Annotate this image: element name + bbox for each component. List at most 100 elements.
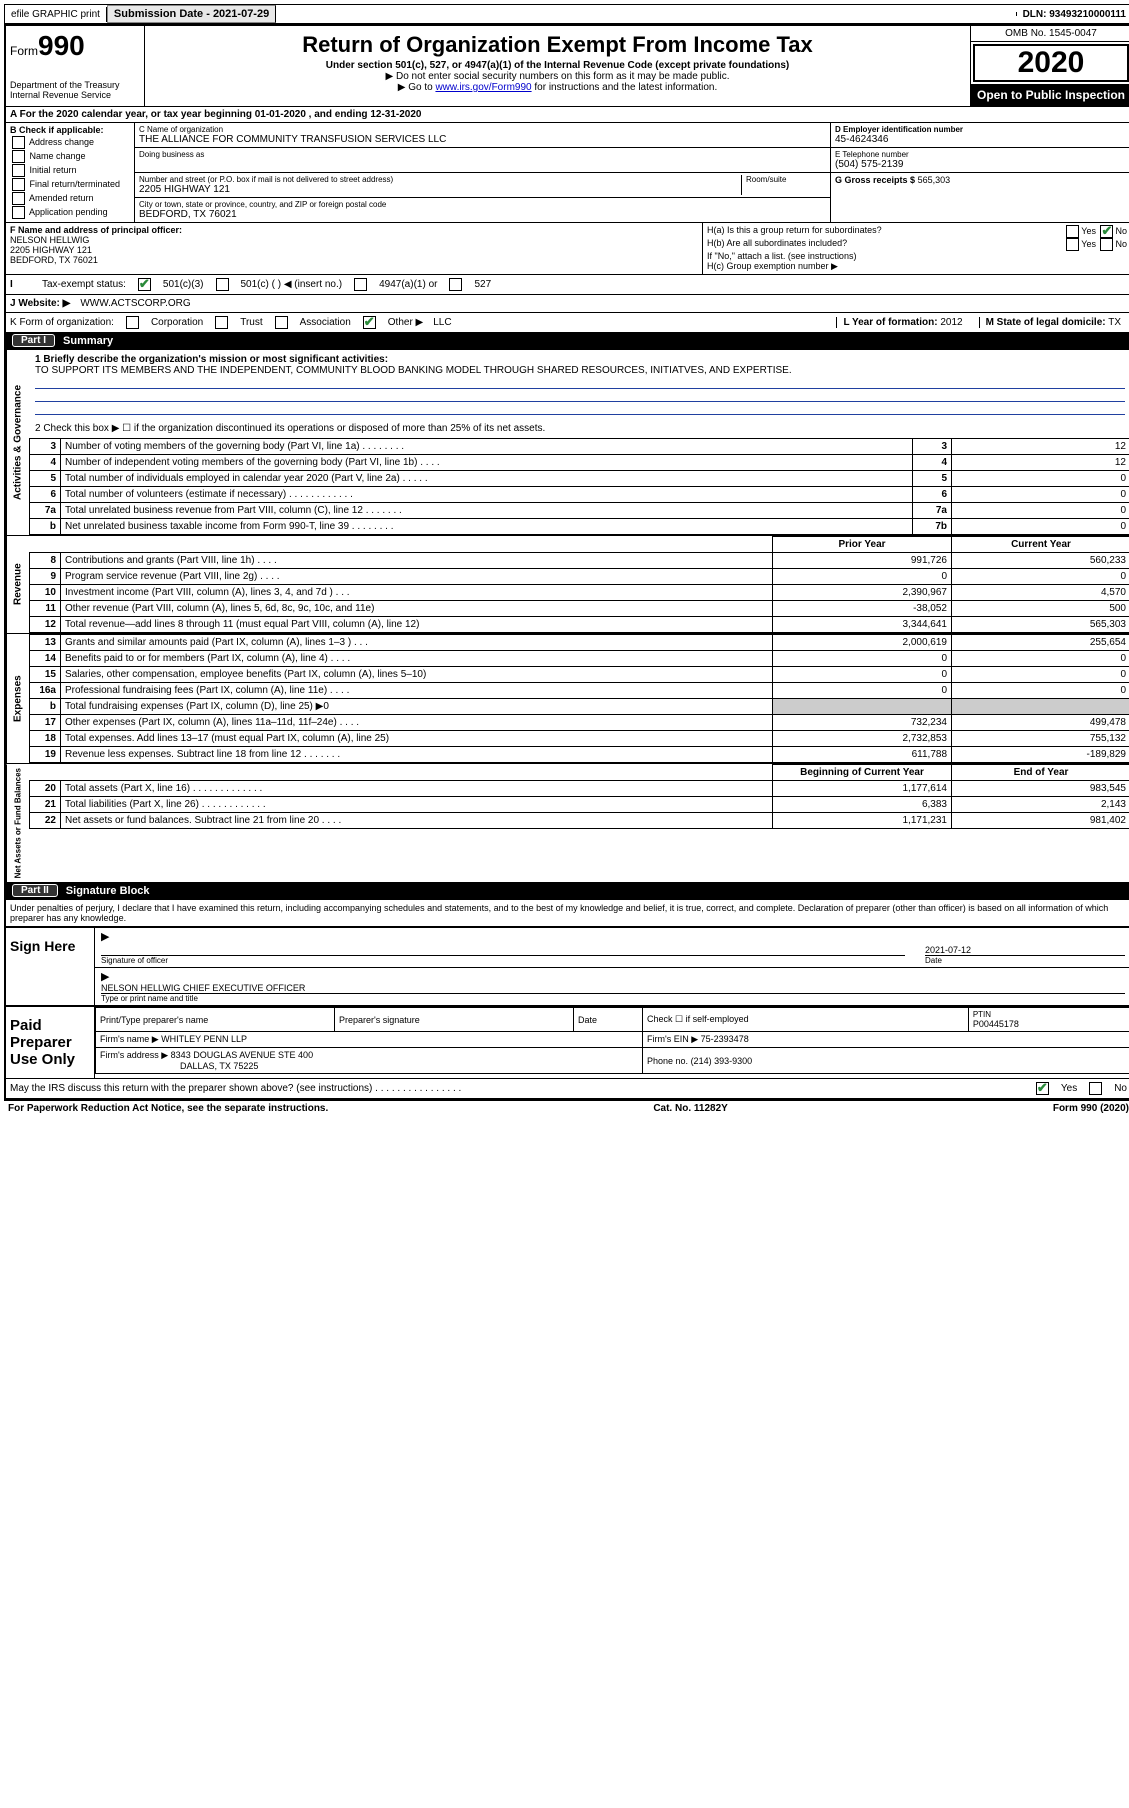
firm-name: WHITLEY PENN LLP [161,1034,247,1044]
top-bar: efile GRAPHIC print Submission Date - 20… [4,4,1129,24]
table-row: 10Investment income (Part VIII, column (… [30,585,1129,601]
telephone: (504) 575-2139 [835,159,1127,170]
dln-label: DLN: 93493210000111 [1017,7,1129,22]
table-net-assets: Beginning of Current YearEnd of Year 20T… [29,764,1129,829]
dept-label: Department of the Treasury Internal Reve… [10,80,140,100]
cb-amended-return[interactable]: Amended return [10,192,130,205]
form-header: Form990 Department of the Treasury Inter… [6,26,1129,106]
officer-name: NELSON HELLWIG [10,235,698,245]
table-row: 22Net assets or fund balances. Subtract … [30,813,1129,829]
table-row: bTotal fundraising expenses (Part IX, co… [30,699,1129,715]
footer-mid: Cat. No. 11282Y [653,1103,727,1114]
line2: 2 Check this box ▶ ☐ if the organization… [29,419,1129,438]
cb-discuss-no[interactable] [1089,1082,1102,1095]
efile-label[interactable]: efile GRAPHIC print [5,7,107,22]
mission-block: 1 Briefly describe the organization's mi… [29,350,1129,419]
part1-expenses: Expenses 13Grants and similar amounts pa… [6,633,1129,763]
cb-name-change[interactable]: Name change [10,150,130,163]
firm-phone: (214) 393-9300 [691,1056,753,1066]
cb-hb-no[interactable] [1100,238,1113,251]
table-row: 14Benefits paid to or for members (Part … [30,651,1129,667]
box-d-e-g: D Employer identification number 45-4624… [831,123,1129,222]
row-j-website: J Website: ▶ WWW.ACTSCORP.ORG [6,294,1129,312]
table-revenue: Prior YearCurrent Year 8Contributions an… [29,536,1129,633]
table-row: 9Program service revenue (Part VIII, lin… [30,569,1129,585]
preparer-table: Print/Type preparer's name Preparer's si… [95,1007,1129,1074]
row-k-l-m: K Form of organization: Corporation Trus… [6,312,1129,332]
side-activities-governance: Activities & Governance [6,350,29,535]
cb-ha-yes[interactable] [1066,225,1079,238]
form-container: Form990 Department of the Treasury Inter… [4,24,1129,1100]
table-row: 11Other revenue (Part VIII, column (A), … [30,601,1129,617]
irs-link[interactable]: www.irs.gov/Form990 [435,82,531,93]
paid-preparer-block: Paid Preparer Use Only Print/Type prepar… [6,1005,1129,1078]
other-form: LLC [433,317,451,328]
cb-self-employed[interactable]: Check ☐ if self-employed [643,1008,969,1032]
table-row: 6Total number of volunteers (estimate if… [30,487,1129,503]
header-left: Form990 Department of the Treasury Inter… [6,26,145,106]
cb-527[interactable] [449,278,462,291]
table-row: 19Revenue less expenses. Subtract line 1… [30,747,1129,763]
table-row: 18Total expenses. Add lines 13–17 (must … [30,731,1129,747]
part1-header: Part I Summary [6,332,1129,349]
cb-corp[interactable] [126,316,139,329]
cb-assoc[interactable] [275,316,288,329]
part1-activities-gov: Activities & Governance 1 Briefly descri… [6,349,1129,535]
row-a-tax-year: A For the 2020 calendar year, or tax yea… [6,106,1129,122]
form-title: Return of Organization Exempt From Incom… [153,32,962,58]
year-formation: 2012 [940,317,962,328]
firm-address: 8343 DOUGLAS AVENUE STE 400 [171,1050,313,1060]
cb-final-return[interactable]: Final return/terminated [10,178,130,191]
cb-other[interactable] [363,316,376,329]
part1-net-assets: Net Assets or Fund Balances Beginning of… [6,763,1129,882]
cb-discuss-yes[interactable] [1036,1082,1049,1095]
table-row: 21Total liabilities (Part X, line 26) . … [30,797,1129,813]
sign-date: 2021-07-12 [925,945,1125,955]
sign-here-block: Sign Here Signature of officer 2021-07-1… [6,926,1129,1005]
box-h: H(a) Is this a group return for subordin… [703,223,1129,274]
paid-preparer-label: Paid Preparer Use Only [6,1007,95,1078]
section-b-to-g: B Check if applicable: Address change Na… [6,122,1129,222]
cb-hb-yes[interactable] [1066,238,1079,251]
table-activities-gov: 3Number of voting members of the governi… [29,438,1129,535]
box-f: F Name and address of principal officer:… [6,223,703,274]
section-f-h: F Name and address of principal officer:… [6,222,1129,274]
firm-ein: 75-2393478 [701,1034,749,1044]
tax-year: 2020 [973,44,1129,82]
box-c: C Name of organization THE ALLIANCE FOR … [135,123,831,222]
table-row: 3Number of voting members of the governi… [30,439,1129,455]
cb-trust[interactable] [215,316,228,329]
gross-receipts: 565,303 [918,175,951,185]
row-i-tax-status: I Tax-exempt status: 501(c)(3) 501(c) ( … [6,274,1129,294]
table-row: 7aTotal unrelated business revenue from … [30,503,1129,519]
penalty-statement: Under penalties of perjury, I declare th… [6,899,1129,926]
cb-application-pending[interactable]: Application pending [10,206,130,219]
header-mid: Return of Organization Exempt From Incom… [145,26,971,106]
table-row: 4Number of independent voting members of… [30,455,1129,471]
org-name: THE ALLIANCE FOR COMMUNITY TRANSFUSION S… [139,134,826,145]
table-row: 5Total number of individuals employed in… [30,471,1129,487]
footer-left: For Paperwork Reduction Act Notice, see … [8,1103,328,1114]
ptin: P00445178 [973,1019,1126,1029]
submission-date-button[interactable]: Submission Date - 2021-07-29 [107,5,276,23]
side-revenue: Revenue [6,536,29,633]
cb-address-change[interactable]: Address change [10,136,130,149]
cb-initial-return[interactable]: Initial return [10,164,130,177]
side-expenses: Expenses [6,634,29,763]
box-b: B Check if applicable: Address change Na… [6,123,135,222]
table-row: 17Other expenses (Part IX, column (A), l… [30,715,1129,731]
cb-ha-no[interactable] [1100,225,1113,238]
city-state-zip: BEDFORD, TX 76021 [139,209,826,220]
cb-501c3[interactable] [138,278,151,291]
subtitle-2: ▶ Do not enter social security numbers o… [153,71,962,82]
cb-501c[interactable] [216,278,229,291]
website-value: WWW.ACTSCORP.ORG [80,298,190,309]
cb-4947[interactable] [354,278,367,291]
state-domicile: TX [1108,317,1121,328]
table-row: bNet unrelated business taxable income f… [30,519,1129,535]
table-row: 8Contributions and grants (Part VIII, li… [30,553,1129,569]
subtitle-3: ▶ Go to www.irs.gov/Form990 for instruct… [153,82,962,93]
table-row: 20Total assets (Part X, line 16) . . . .… [30,781,1129,797]
omb-number: OMB No. 1545-0047 [971,26,1129,42]
street-address: 2205 HIGHWAY 121 [139,184,741,195]
